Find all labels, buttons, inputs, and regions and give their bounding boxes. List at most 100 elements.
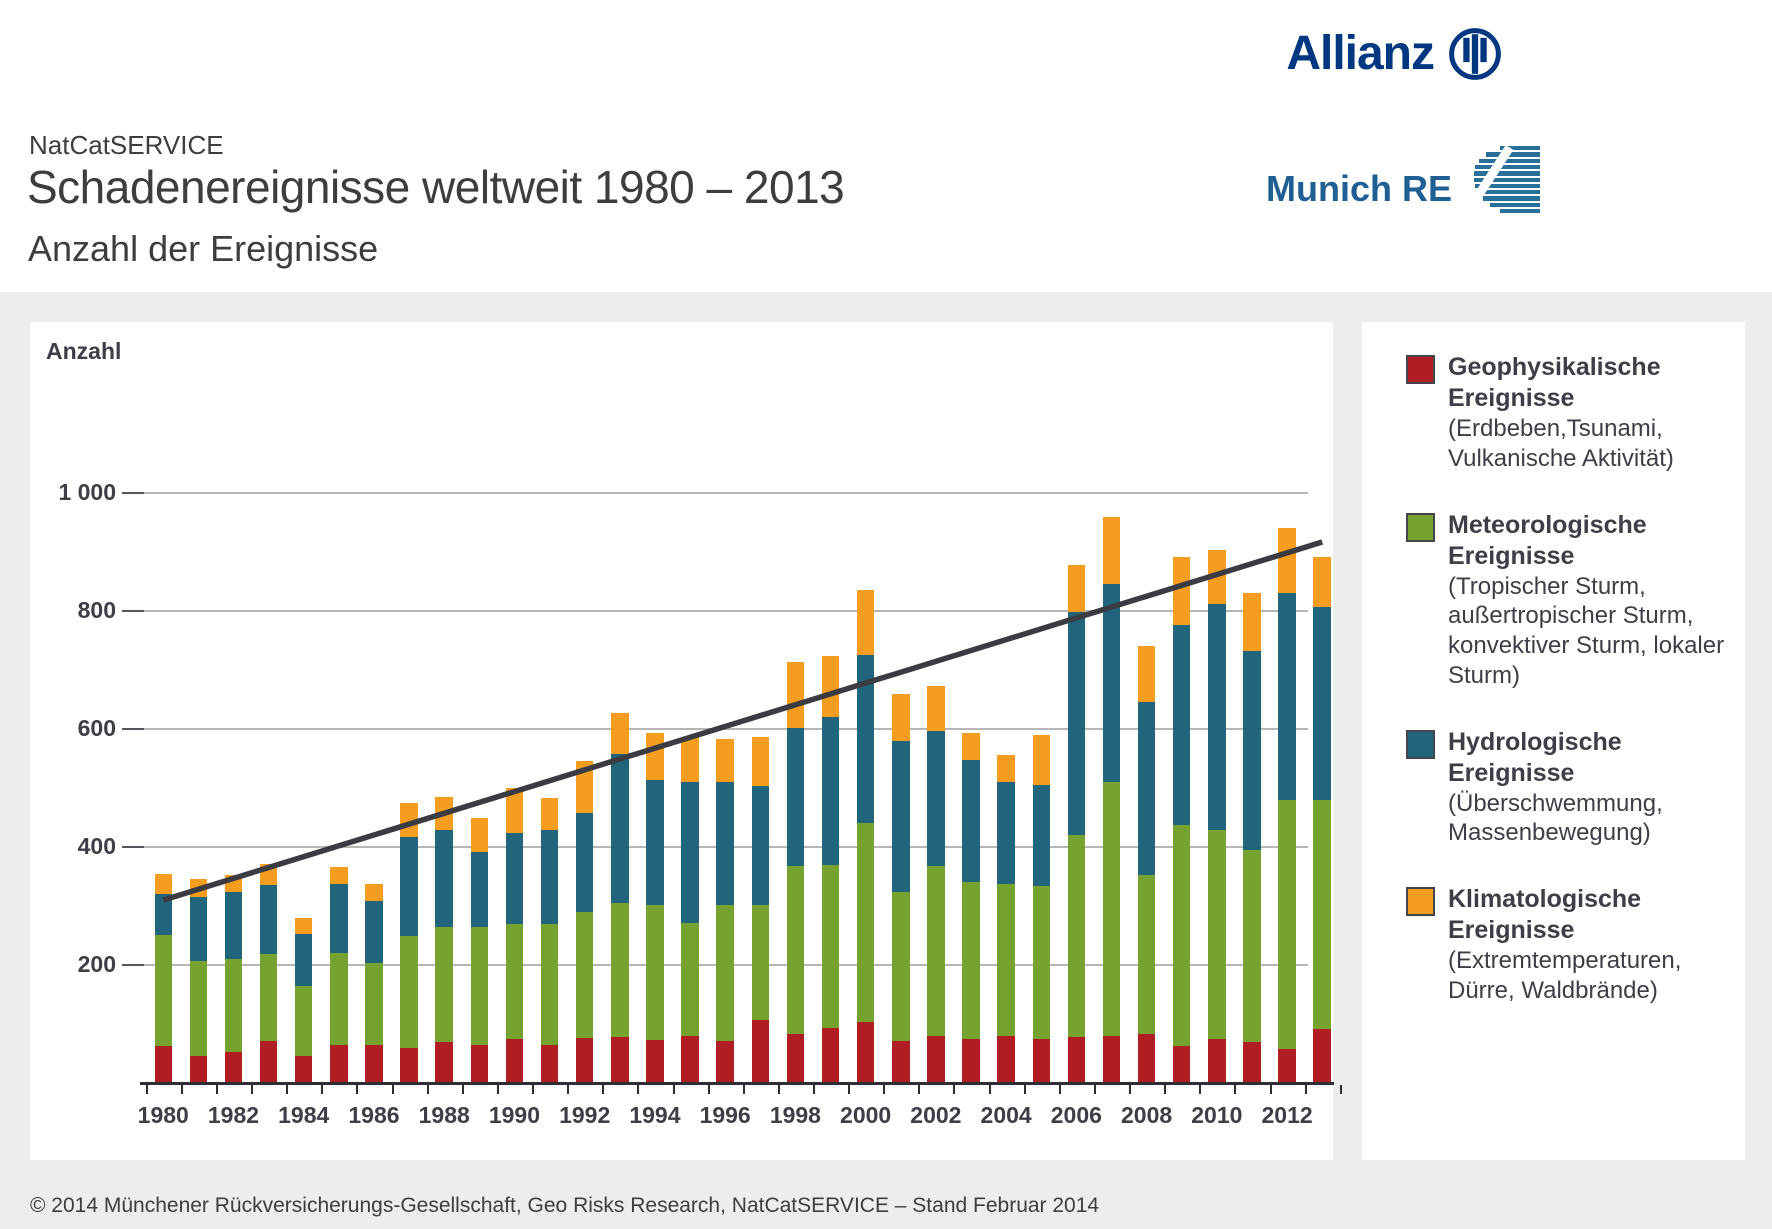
legend-item-title-line: Geophysikalische: [1448, 353, 1661, 381]
bar-segment-2013-meteorologische: [1313, 800, 1331, 1030]
x-axis-tick: [1164, 1085, 1167, 1094]
bar-segment-2008-meteorologische: [1137, 875, 1156, 1035]
legend-item-description: (Überschwemmung, Massenbewegung): [1448, 789, 1663, 847]
x-axis-tick: [1304, 1085, 1307, 1094]
x-tick-label-1988: 1988: [418, 1102, 470, 1128]
gridline-tick-1000: [122, 492, 144, 494]
bar-segment-2003-hydrologische: [962, 760, 980, 883]
x-axis-tick: [461, 1085, 464, 1094]
x-axis-tick: [567, 1085, 570, 1094]
x-axis-tick: [321, 1085, 324, 1094]
bar-segment-1985-meteorologische: [330, 953, 348, 1046]
x-tick-label-2012: 2012: [1261, 1102, 1313, 1128]
x-tick-label-1980: 1980: [137, 1102, 189, 1128]
x-tick-label-2004: 2004: [980, 1102, 1032, 1128]
bar-segment-1989-geophysikalische: [470, 1045, 489, 1083]
legend-item-title-line: Meteorologische: [1448, 510, 1647, 539]
bar-segment-1990-meteorologische: [505, 924, 524, 1039]
bar-segment-2003-klimatologische: [962, 732, 980, 761]
bar-segment-1997-geophysikalische: [751, 1019, 770, 1083]
bar-segment-1993-geophysikalische: [611, 1036, 629, 1083]
bar-segment-1989-hydrologische: [470, 851, 489, 928]
bar-segment-1994-geophysikalische: [646, 1039, 664, 1083]
globe-stripe: [1486, 152, 1540, 157]
bar-segment-2006-geophysikalische: [1067, 1036, 1086, 1083]
y-tick-label-600: 600: [77, 715, 116, 741]
globe-stripe: [1475, 183, 1540, 189]
gridline-800: [122, 610, 1308, 612]
bar-segment-1988-hydrologische: [435, 829, 453, 928]
y-tick-label-400: 400: [77, 833, 116, 859]
legend-item-description: (Erdbeben,Tsunami, Vulkanische Aktivität…: [1448, 415, 1674, 472]
bar-segment-2013-hydrologische: [1313, 607, 1331, 801]
bar-segment-1980-geophysikalische: [154, 1046, 172, 1083]
x-axis-tick: [953, 1085, 956, 1094]
bar-segment-1987-hydrologische: [400, 836, 418, 937]
x-axis-tick: [883, 1085, 886, 1094]
chart-panel: Anzahl 200 400 600 800 1 000 1980 1982 1984 1986…: [30, 322, 1342, 1160]
x-tick-label-2008: 2008: [1121, 1102, 1173, 1128]
globe-stripe: [1483, 196, 1540, 201]
globe-stripe: [1478, 190, 1540, 195]
bar-segment-1989-klimatologische: [470, 817, 489, 852]
bar-segment-1992-klimatologische: [575, 761, 594, 813]
legend-item-title-line: Klimatologische: [1448, 885, 1642, 913]
bar-segment-2007-klimatologische: [1102, 516, 1121, 585]
gridline-200: [122, 964, 1308, 966]
bar-segment-2011-klimatologische: [1243, 593, 1261, 651]
globe-stripe: [1500, 146, 1540, 151]
bar-segment-1983-geophysikalische: [259, 1040, 278, 1083]
globe-stripe: [1500, 209, 1540, 214]
legend-color-chip: [1406, 887, 1435, 916]
x-tick-label-1994: 1994: [629, 1102, 681, 1128]
bar-segment-2009-meteorologische: [1172, 825, 1191, 1046]
bar-segment-1987-geophysikalische: [400, 1048, 418, 1083]
gridline-tick-400: [122, 846, 144, 848]
bar-segment-2012-hydrologische: [1278, 593, 1296, 801]
x-axis-tick: [988, 1085, 991, 1094]
legend-color-chip: [1406, 729, 1435, 759]
bar-segment-2012-meteorologische: [1278, 800, 1296, 1050]
bar-segment-2010-meteorologische: [1208, 829, 1226, 1040]
legend-item-text: Hydrologische Ereignisse (Überschwemmung, …: [1448, 727, 1727, 849]
bar-segment-1981-meteorologische: [189, 961, 208, 1056]
bar-segment-1987-meteorologische: [400, 936, 418, 1049]
bar-segment-1994-klimatologische: [646, 732, 664, 780]
legend-color-chip: [1406, 512, 1435, 542]
bar-segment-2002-klimatologische: [927, 685, 945, 732]
bar-segment-1988-meteorologische: [435, 927, 453, 1043]
munichre-globe-icon: [1474, 146, 1540, 216]
bar-segment-1980-hydrologische: [154, 893, 172, 935]
bar-segment-2012-klimatologische: [1278, 528, 1296, 594]
bar-segment-1999-klimatologische: [821, 655, 840, 717]
bar-segment-2006-meteorologische: [1067, 834, 1086, 1037]
bar-segment-1982-hydrologische: [224, 891, 243, 960]
bar-segment-2005-meteorologische: [1032, 885, 1050, 1039]
bar-segment-1992-meteorologische: [575, 911, 594, 1039]
globe-stripe: [1474, 171, 1540, 176]
y-tick-label-1000: 1 000: [58, 479, 116, 505]
gridline-tick-800: [122, 610, 144, 612]
allianz-wordmark: Allianz: [1286, 27, 1435, 80]
bar-segment-1992-geophysikalische: [575, 1038, 594, 1083]
bar-segment-2000-hydrologische: [856, 655, 875, 823]
bar-segment-1984-geophysikalische: [294, 1055, 313, 1083]
bar-segment-1997-meteorologische: [751, 904, 770, 1020]
legend-item-title-line: Ereignisse: [1448, 541, 1575, 570]
bar-segment-1991-meteorologische: [540, 923, 559, 1046]
bar-segment-1996-klimatologische: [716, 739, 734, 782]
bar-segment-2013-klimatologische: [1313, 557, 1331, 608]
x-tick-label-1990: 1990: [488, 1102, 541, 1128]
legend-item-title-line: Ereignisse: [1448, 916, 1575, 944]
bar-segment-1993-hydrologische: [611, 753, 629, 904]
bar-segment-2008-klimatologische: [1137, 645, 1156, 703]
x-axis-tick: [812, 1085, 815, 1094]
munichre-logo: Munich RE: [1266, 146, 1540, 216]
bar-segment-1982-meteorologische: [224, 959, 243, 1052]
chart-legend: Geophysikalische Ereignisse (Erdbeben,Tsun…: [1362, 322, 1745, 1160]
bar-segment-1981-klimatologische: [189, 878, 208, 897]
x-tick-label-2000: 2000: [840, 1102, 892, 1128]
bar-segment-1986-hydrologische: [365, 900, 383, 963]
bar-segment-1999-hydrologische: [821, 716, 840, 866]
bar-segment-2001-klimatologische: [892, 693, 910, 741]
